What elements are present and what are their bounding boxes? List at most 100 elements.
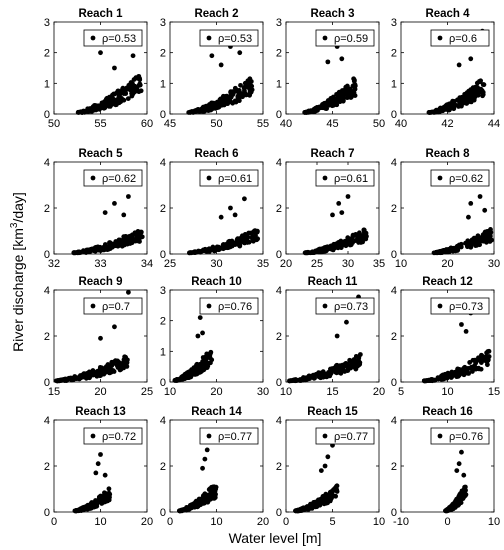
data-point — [98, 369, 104, 375]
data-point — [213, 105, 218, 111]
data-point — [333, 363, 339, 369]
data-point — [456, 62, 462, 68]
legend-box — [199, 427, 259, 445]
y-tick-label: 2 — [276, 461, 282, 473]
legend-rho: ρ=0.76 — [449, 431, 483, 443]
data-point — [472, 235, 478, 241]
data-point — [106, 486, 112, 492]
panel: Reach 11 10 15 20 0 2 4 ρ=0.73 — [276, 276, 385, 398]
data-point — [135, 233, 141, 239]
data-point — [197, 315, 203, 320]
data-point — [322, 463, 328, 469]
x-tick-label: 35 — [373, 258, 385, 270]
panel-title: Reach 2 — [194, 8, 238, 20]
legend-marker — [206, 175, 212, 181]
data-point — [250, 238, 256, 244]
data-point — [459, 449, 464, 455]
x-tick-label: 34 — [141, 258, 153, 270]
data-point — [476, 366, 482, 372]
legend-marker — [437, 175, 443, 181]
y-tick-label: 4 — [276, 285, 282, 297]
data-point — [313, 372, 319, 377]
data-point — [212, 486, 217, 492]
data-point — [432, 109, 438, 114]
data-point — [99, 102, 104, 108]
data-point — [325, 454, 331, 460]
data-point — [363, 236, 369, 242]
data-point — [101, 495, 107, 501]
data-point — [75, 109, 81, 115]
data-point — [329, 103, 335, 109]
data-point — [345, 368, 350, 374]
data-point — [325, 98, 331, 103]
y-tick-label: 2 — [160, 48, 166, 60]
y-tick-label: 1 — [44, 78, 50, 90]
legend-box — [83, 169, 143, 187]
legend-rho: ρ=0.59 — [334, 33, 368, 45]
data-point — [296, 508, 302, 514]
data-point — [127, 241, 133, 246]
data-point — [441, 106, 447, 112]
y-tick-label: 0 — [276, 377, 282, 389]
data-point — [124, 360, 130, 366]
y-tick-label: 2 — [44, 48, 50, 60]
y-tick-label: 4 — [391, 285, 397, 297]
panel-title: Reach 7 — [310, 148, 354, 160]
y-tick-label: 1 — [391, 78, 397, 90]
panel: Reach 1 50 55 60 0 1 2 3 ρ=0.53 — [44, 8, 153, 130]
x-tick-label: 40 — [280, 118, 292, 130]
data-point — [461, 472, 467, 478]
legend-box — [199, 29, 259, 47]
data-point — [192, 372, 198, 377]
y-tick-label: 3 — [391, 17, 397, 29]
data-point — [339, 210, 345, 216]
scatter-points — [186, 196, 261, 256]
data-point — [313, 249, 319, 255]
x-tick-label: 20 — [280, 258, 292, 270]
data-point — [468, 56, 474, 62]
data-point — [462, 95, 468, 101]
y-tick-label: 3 — [44, 17, 50, 29]
data-point — [101, 244, 106, 250]
data-point — [195, 333, 201, 339]
panel: Reach 7 20 25 30 35 0 2 4 ρ=0.61 — [276, 148, 385, 270]
y-tick-label: 1 — [276, 78, 282, 90]
data-point — [314, 105, 320, 110]
data-point — [197, 363, 203, 368]
y-tick-label: 4 — [44, 285, 50, 297]
data-point — [138, 229, 144, 235]
data-point — [224, 242, 230, 248]
panel: Reach 4 40 42 44 0 1 2 3 ρ=0.6 — [391, 8, 500, 130]
data-point — [363, 231, 368, 237]
panel-title: Reach 3 — [310, 8, 354, 20]
x-tick-label: 0 — [283, 516, 289, 528]
legend-rho: ρ=0.76 — [218, 301, 252, 313]
data-point — [351, 76, 357, 82]
data-point — [454, 246, 460, 252]
data-point — [189, 250, 195, 256]
scatter-points — [71, 194, 145, 256]
data-point — [237, 238, 243, 244]
data-point — [101, 499, 107, 505]
data-point — [450, 506, 456, 512]
data-point — [230, 90, 236, 96]
data-point — [237, 50, 243, 56]
scatter-points — [287, 294, 363, 384]
y-tick-label: 2 — [44, 331, 50, 343]
data-point — [471, 96, 477, 102]
data-point — [360, 239, 366, 245]
data-point — [482, 357, 487, 363]
scatter-points — [72, 452, 113, 514]
data-point — [228, 205, 233, 211]
data-point — [82, 505, 88, 511]
legend-rho: ρ=0.72 — [102, 431, 136, 443]
data-point — [57, 377, 63, 383]
data-point — [255, 228, 260, 234]
data-point — [91, 248, 97, 254]
data-point — [201, 367, 207, 373]
data-point — [477, 235, 483, 241]
data-point — [200, 330, 205, 336]
legend-marker — [90, 175, 96, 181]
legend-marker — [322, 433, 328, 439]
